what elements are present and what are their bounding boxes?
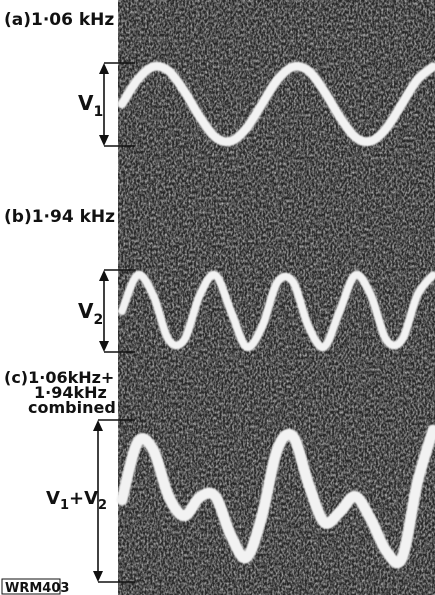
panel-b-arrow-up [99, 270, 109, 281]
panel-a-trace [117, 61, 435, 147]
panel-c-title-line-1: (c)1·06kHz+ [4, 368, 114, 387]
panel-c-title-bg [0, 366, 118, 418]
oscilloscope-screen [118, 0, 435, 595]
panel-b-arrow-down [99, 341, 109, 352]
panel-b-ylabel: V2 [78, 299, 103, 328]
panel-c-title-line-3: combined [28, 398, 116, 417]
screen-noise [118, 0, 435, 595]
panel-b-trace [118, 270, 435, 352]
panel-c-title-line-2: 1·94kHz [34, 383, 107, 402]
panel-b-title: (b)1·94 kHz [4, 207, 115, 227]
panel-a-label-bg [72, 88, 102, 118]
panel-c-arrow-down [93, 571, 103, 582]
figure-label-text: WRM403 [5, 581, 69, 595]
panel-c-arrow-up [93, 420, 103, 431]
figure-label-box [1, 578, 61, 595]
panel-b-label-bg [72, 296, 102, 326]
panel-c-label-bg [44, 484, 96, 516]
panel-a-arrow-up [99, 63, 109, 74]
panel-a-title: (a)1·06 kHz [4, 10, 114, 30]
panel-b: (b)1·94 kHz V2 [4, 207, 435, 353]
panel-a: (a)1·06 kHz V1 [4, 10, 435, 147]
panel-a-ylabel: V1 [78, 91, 103, 120]
panel-a-arrow-down [99, 135, 109, 146]
panel-c-ylabel: V1+V2 [46, 488, 107, 513]
figure-label: WRM403 [1, 578, 69, 595]
panel-c: (c)1·06kHz+ 1·94kHz combined V1+V2 [0, 366, 435, 583]
panel-c-trace [116, 424, 435, 569]
screen-graticule [118, 0, 435, 595]
